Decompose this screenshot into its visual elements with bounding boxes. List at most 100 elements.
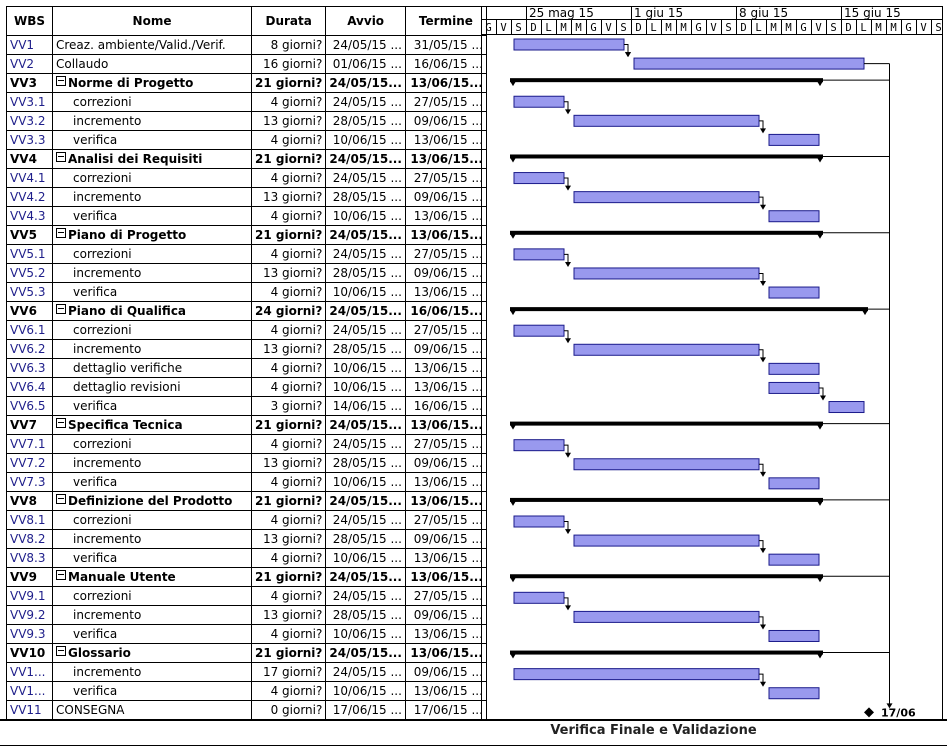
- end-cell[interactable]: 13/06/15...: [404, 149, 487, 169]
- start-cell[interactable]: 24/05/15...: [325, 491, 406, 511]
- wbs-cell[interactable]: VV3: [6, 73, 53, 93]
- summary-bar[interactable]: [510, 650, 823, 655]
- duration-cell[interactable]: 4 giorni?: [250, 130, 327, 150]
- wbs-cell[interactable]: VV7.2: [6, 453, 53, 473]
- start-cell[interactable]: 24/05/15...: [325, 643, 406, 663]
- task-bar[interactable]: [768, 553, 820, 566]
- duration-cell[interactable]: 17 giorni?: [250, 662, 327, 682]
- wbs-cell[interactable]: VV4.3: [6, 206, 53, 226]
- summary-bar[interactable]: [510, 307, 868, 312]
- end-cell[interactable]: 17/06/15 ...: [404, 700, 487, 720]
- start-cell[interactable]: 24/05/15 ...: [325, 320, 406, 340]
- task-row[interactable]: VV6.4 dettaglio revisioni 4 giorni? 10/06/1…: [6, 377, 487, 397]
- wbs-cell[interactable]: VV10: [6, 643, 53, 663]
- task-name-cell[interactable]: verifica: [52, 624, 252, 644]
- end-cell[interactable]: 27/05/15 ...: [404, 510, 487, 530]
- start-cell[interactable]: 10/06/15 ...: [325, 206, 406, 226]
- task-bar[interactable]: [513, 248, 565, 261]
- duration-cell[interactable]: 21 giorni?: [250, 149, 327, 169]
- duration-cell[interactable]: 4 giorni?: [250, 320, 327, 340]
- task-row[interactable]: VV8.2 incremento 13 giorni? 28/05/15 ... 09/…: [6, 529, 487, 549]
- duration-cell[interactable]: 4 giorni?: [250, 681, 327, 701]
- task-row[interactable]: VV3.2 incremento 13 giorni? 28/05/15 ... 09/…: [6, 111, 487, 131]
- end-cell[interactable]: 13/06/15...: [404, 225, 487, 245]
- start-cell[interactable]: 01/06/15 ...: [325, 54, 406, 74]
- task-name-cell[interactable]: incremento: [52, 453, 252, 473]
- task-bar[interactable]: [513, 324, 565, 337]
- end-cell[interactable]: 09/06/15 ...: [404, 662, 487, 682]
- start-cell[interactable]: 10/06/15 ...: [325, 282, 406, 302]
- task-name-cell[interactable]: CONSEGNA: [52, 700, 252, 720]
- task-name-cell[interactable]: verifica: [52, 472, 252, 492]
- duration-cell[interactable]: 4 giorni?: [250, 548, 327, 568]
- wbs-cell[interactable]: VV4.1: [6, 168, 53, 188]
- summary-task-row[interactable]: VV8 Definizione del Prodotto 21 giorni? 24/…: [6, 491, 487, 511]
- task-bar[interactable]: [573, 191, 760, 204]
- task-row[interactable]: VV9.3 verifica 4 giorni? 10/06/15 ... 13/06/…: [6, 624, 487, 644]
- task-row[interactable]: VV8.3 verifica 4 giorni? 10/06/15 ... 13/06/…: [6, 548, 487, 568]
- task-name-cell[interactable]: dettaglio revisioni: [52, 377, 252, 397]
- start-cell[interactable]: 10/06/15 ...: [325, 681, 406, 701]
- wbs-cell[interactable]: VV6: [6, 301, 53, 321]
- wbs-cell[interactable]: VV4: [6, 149, 53, 169]
- wbs-cell[interactable]: VV7.3: [6, 472, 53, 492]
- duration-cell[interactable]: 4 giorni?: [250, 510, 327, 530]
- end-cell[interactable]: 16/06/15 ...: [404, 396, 487, 416]
- duration-cell[interactable]: 21 giorni?: [250, 225, 327, 245]
- duration-cell[interactable]: 4 giorni?: [250, 92, 327, 112]
- end-cell[interactable]: 13/06/15 ...: [404, 548, 487, 568]
- end-cell[interactable]: 13/06/15...: [404, 415, 487, 435]
- wbs-column-header[interactable]: WBS: [6, 6, 53, 36]
- start-cell[interactable]: 28/05/15 ...: [325, 529, 406, 549]
- task-bar[interactable]: [513, 38, 625, 51]
- start-cell[interactable]: 10/06/15 ...: [325, 472, 406, 492]
- task-name-cell[interactable]: Piano di Qualifica: [52, 301, 252, 321]
- wbs-cell[interactable]: VV11: [6, 700, 53, 720]
- end-cell[interactable]: 27/05/15 ...: [404, 244, 487, 264]
- task-name-cell[interactable]: verifica: [52, 681, 252, 701]
- summary-bar[interactable]: [510, 497, 823, 502]
- end-cell[interactable]: 09/06/15 ...: [404, 263, 487, 283]
- start-cell[interactable]: 24/05/15 ...: [325, 35, 406, 55]
- task-row[interactable]: VV5.3 verifica 4 giorni? 10/06/15 ... 13/06/…: [6, 282, 487, 302]
- summary-task-row[interactable]: VV9 Manuale Utente 21 giorni? 24/05/15... 13…: [6, 567, 487, 587]
- wbs-cell[interactable]: VV9.2: [6, 605, 53, 625]
- wbs-cell[interactable]: VV8.3: [6, 548, 53, 568]
- task-row[interactable]: VV4.1 correzioni 4 giorni? 24/05/15 ... 27/0…: [6, 168, 487, 188]
- wbs-cell[interactable]: VV5: [6, 225, 53, 245]
- summary-bar[interactable]: [510, 154, 823, 159]
- task-name-cell[interactable]: Specifica Tecnica: [52, 415, 252, 435]
- task-row[interactable]: VV9.2 incremento 13 giorni? 28/05/15 ... 09/…: [6, 605, 487, 625]
- wbs-cell[interactable]: VV3.1: [6, 92, 53, 112]
- task-row[interactable]: VV3.3 verifica 4 giorni? 10/06/15 ... 13/06/…: [6, 130, 487, 150]
- task-name-cell[interactable]: Glossario: [52, 643, 252, 663]
- collapse-icon[interactable]: [56, 152, 66, 162]
- collapse-icon[interactable]: [56, 304, 66, 314]
- end-cell[interactable]: 13/06/15 ...: [404, 624, 487, 644]
- task-row[interactable]: VV3.1 correzioni 4 giorni? 24/05/15 ... 27/0…: [6, 92, 487, 112]
- duration-cell[interactable]: 4 giorni?: [250, 472, 327, 492]
- task-row[interactable]: VV1 Creaz. ambiente/Valid./Verif. 8 giorni…: [6, 35, 487, 55]
- duration-cell[interactable]: 3 giorni?: [250, 396, 327, 416]
- task-row[interactable]: VV9.1 correzioni 4 giorni? 24/05/15 ... 27/0…: [6, 586, 487, 606]
- duration-cell[interactable]: 4 giorni?: [250, 282, 327, 302]
- end-cell[interactable]: 13/06/15 ...: [404, 282, 487, 302]
- task-name-cell[interactable]: Collaudo: [52, 54, 252, 74]
- duration-cell[interactable]: 4 giorni?: [250, 206, 327, 226]
- duration-cell[interactable]: 13 giorni?: [250, 529, 327, 549]
- start-cell[interactable]: 24/05/15...: [325, 567, 406, 587]
- task-bar[interactable]: [513, 515, 565, 528]
- end-column-header[interactable]: Termine: [404, 6, 487, 36]
- duration-cell[interactable]: 13 giorni?: [250, 453, 327, 473]
- end-cell[interactable]: 13/06/15...: [404, 643, 487, 663]
- end-cell[interactable]: 27/05/15 ...: [404, 168, 487, 188]
- duration-cell[interactable]: 21 giorni?: [250, 567, 327, 587]
- duration-cell[interactable]: 4 giorni?: [250, 244, 327, 264]
- task-bar[interactable]: [573, 267, 760, 280]
- duration-cell[interactable]: 13 giorni?: [250, 187, 327, 207]
- duration-cell[interactable]: 24 giorni?: [250, 301, 327, 321]
- task-row[interactable]: VV7.1 correzioni 4 giorni? 24/05/15 ... 27/0…: [6, 434, 487, 454]
- wbs-cell[interactable]: VV1: [6, 35, 53, 55]
- task-name-cell[interactable]: incremento: [52, 187, 252, 207]
- task-name-cell[interactable]: incremento: [52, 529, 252, 549]
